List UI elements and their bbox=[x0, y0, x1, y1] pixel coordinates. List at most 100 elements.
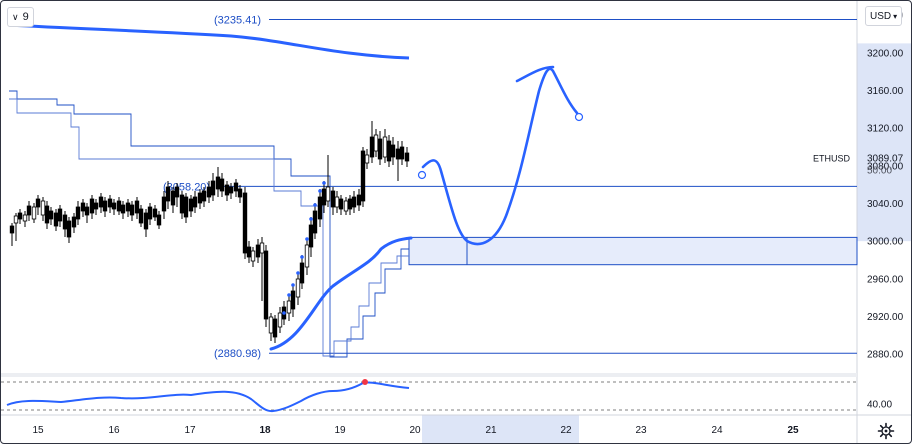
candle-body bbox=[242, 192, 248, 254]
candle-body bbox=[263, 250, 269, 320]
candle-body bbox=[120, 204, 126, 214]
signal-dot bbox=[300, 255, 304, 259]
candle-body bbox=[35, 198, 41, 208]
projection-drawing bbox=[421, 67, 579, 246]
signal-dot bbox=[296, 271, 300, 275]
time-axis-highlight bbox=[422, 415, 579, 443]
chevron-down-icon: ∨ bbox=[12, 11, 19, 22]
y-tick-label: 3080.00 bbox=[867, 161, 904, 172]
candle-body bbox=[399, 146, 405, 160]
x-tick-label: 16 bbox=[108, 425, 120, 436]
signal-dot bbox=[313, 203, 317, 207]
x-tick-label: 22 bbox=[560, 425, 572, 436]
currency-label: USD bbox=[870, 10, 892, 22]
candle-body bbox=[22, 214, 28, 222]
candle-body bbox=[268, 316, 274, 334]
price-axis-highlight bbox=[857, 43, 911, 242]
x-tick-label: 20 bbox=[409, 425, 421, 436]
y-tick-label: 2960.00 bbox=[867, 274, 904, 285]
candle-body bbox=[138, 208, 144, 224]
candle-body bbox=[156, 214, 162, 226]
signal-dot bbox=[318, 189, 322, 193]
candle-body bbox=[259, 242, 265, 254]
candle-body bbox=[219, 178, 225, 192]
candle-body bbox=[382, 136, 388, 158]
signal-dot bbox=[322, 181, 326, 185]
candle-body bbox=[66, 220, 72, 238]
candle-body bbox=[290, 290, 296, 310]
y-tick-label: 3040.00 bbox=[867, 199, 904, 210]
candle-body bbox=[356, 194, 362, 206]
candle-body bbox=[26, 205, 32, 216]
candle-body bbox=[48, 210, 54, 220]
candle-body bbox=[299, 262, 305, 284]
candle-body bbox=[165, 186, 171, 202]
y-tick-label: 3160.00 bbox=[867, 86, 904, 97]
candle-body bbox=[317, 196, 323, 220]
candle-body bbox=[57, 208, 63, 222]
currency-select[interactable]: USD ▾ bbox=[865, 6, 903, 26]
chart-settings-button[interactable] bbox=[877, 422, 895, 440]
signal-dot bbox=[305, 237, 309, 241]
candle-body bbox=[321, 188, 327, 206]
candle-body bbox=[161, 196, 167, 212]
x-tick-label: 19 bbox=[334, 425, 346, 436]
y-tick-label: 3120.00 bbox=[867, 124, 904, 135]
candle-body bbox=[143, 212, 149, 230]
candle-body bbox=[9, 225, 15, 234]
candle-body bbox=[102, 200, 108, 212]
candle-body bbox=[197, 192, 203, 204]
candle-body bbox=[334, 196, 340, 208]
candle-body bbox=[286, 300, 292, 314]
candle-body bbox=[250, 250, 256, 262]
candle-body bbox=[174, 186, 180, 198]
candle-body bbox=[325, 186, 331, 202]
candle-body bbox=[62, 214, 68, 230]
y-tick-label: 2880.00 bbox=[867, 350, 904, 361]
signal-dot bbox=[309, 217, 313, 221]
candle-body bbox=[44, 205, 50, 224]
y-tick-label: 2920.00 bbox=[867, 312, 904, 323]
x-tick-label: 24 bbox=[711, 425, 723, 436]
candle-body bbox=[295, 278, 301, 298]
candle-body bbox=[89, 198, 95, 214]
candle-body bbox=[312, 210, 318, 234]
candle-body bbox=[183, 196, 189, 218]
x-tick-label: 21 bbox=[485, 425, 497, 436]
price-level-label: (3058.20) bbox=[163, 181, 210, 193]
stop-step-line-2 bbox=[9, 98, 409, 357]
candle-body bbox=[373, 134, 379, 152]
candle-body bbox=[201, 190, 207, 202]
candle-body bbox=[71, 216, 77, 228]
chevron-down-icon: ▾ bbox=[893, 11, 898, 21]
price-level-label: (3235.41) bbox=[214, 14, 261, 26]
candle-body bbox=[40, 200, 46, 216]
gear-icon bbox=[877, 422, 895, 440]
drawing-start-handle bbox=[417, 170, 427, 180]
candle-body bbox=[111, 202, 117, 210]
candle-body bbox=[107, 198, 113, 208]
x-tick-label: 25 bbox=[787, 425, 799, 436]
signal-dot bbox=[287, 293, 291, 297]
candle-body bbox=[147, 206, 153, 220]
interval-button[interactable]: ∨ 9 bbox=[7, 7, 34, 27]
oscillator-tick-label: 40.00 bbox=[867, 400, 892, 411]
candle-body bbox=[255, 244, 261, 258]
candle-body bbox=[129, 204, 135, 216]
candle-body bbox=[125, 202, 131, 212]
candle-body bbox=[31, 206, 37, 220]
price-level-label: (2880.98) bbox=[214, 348, 261, 360]
candle-body bbox=[152, 208, 158, 218]
candle-body bbox=[116, 200, 122, 212]
candle-body bbox=[237, 188, 243, 198]
candle-body bbox=[134, 200, 140, 214]
candle-body bbox=[377, 138, 383, 160]
y-tick-label: 3200.00 bbox=[867, 48, 904, 59]
candle-body bbox=[84, 206, 90, 216]
stop-step-line-1 bbox=[9, 90, 409, 358]
candle-body bbox=[188, 198, 194, 212]
oscillator-marker bbox=[362, 379, 368, 385]
candle-body bbox=[343, 200, 349, 212]
